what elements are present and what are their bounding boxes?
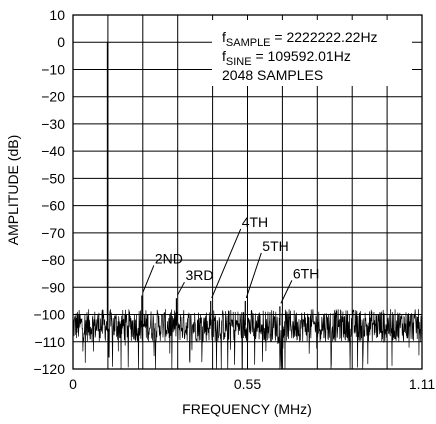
y-tick-label: −50 xyxy=(41,170,65,186)
harmonic-label: 4TH xyxy=(242,214,268,230)
tick-labels: 10 0 −10 −20 −30 −40 −50 −60 −70 −80 −90 −100 −110 −1… xyxy=(33,7,435,392)
harmonic-leader xyxy=(177,281,185,296)
annotation-fsample: fSAMPLE = 2222222.22Hz xyxy=(222,29,378,49)
y-tick-label: 0 xyxy=(57,34,65,50)
x-tick-label: 0 xyxy=(69,376,77,392)
x-axis-title: FREQUENCY (MHz) xyxy=(182,401,312,417)
harmonic-leader xyxy=(211,228,242,299)
annotation-box xyxy=(212,20,412,86)
y-tick-label: −10 xyxy=(41,61,65,77)
y-tick-label: −100 xyxy=(33,307,65,323)
harmonic-label: 3RD xyxy=(185,267,213,283)
y-tick-label: −60 xyxy=(41,198,65,214)
y-tick-label: −20 xyxy=(41,89,65,105)
y-axis-title: AMPLITUDE (dB) xyxy=(5,135,21,245)
y-tick-label: −90 xyxy=(41,279,65,295)
harmonic-leader xyxy=(142,265,155,293)
noise-floor-trace xyxy=(72,309,423,370)
y-tick-label: −120 xyxy=(33,361,65,377)
annotation-fsine: fSINE = 109592.01Hz xyxy=(222,48,351,68)
y-tick-label: 10 xyxy=(49,7,65,23)
noise-trace xyxy=(72,309,423,370)
y-tick-label: −30 xyxy=(41,116,65,132)
y-tick-label: −70 xyxy=(41,225,65,241)
harmonic-leader xyxy=(280,280,293,304)
x-tick-label: 0.55 xyxy=(234,376,261,392)
harmonic-leader xyxy=(245,252,262,299)
annotation-samples: 2048 SAMPLES xyxy=(222,67,323,83)
plot-frame xyxy=(72,14,423,370)
harmonic-label: 5TH xyxy=(262,238,288,254)
x-tick-label: 1.11 xyxy=(409,376,435,392)
harmonic-label: 6TH xyxy=(293,265,319,281)
y-tick-label: −40 xyxy=(41,143,65,159)
harmonic-label: 2ND xyxy=(155,250,183,266)
y-tick-label: −80 xyxy=(41,252,65,268)
y-tick-label: −110 xyxy=(35,334,66,350)
